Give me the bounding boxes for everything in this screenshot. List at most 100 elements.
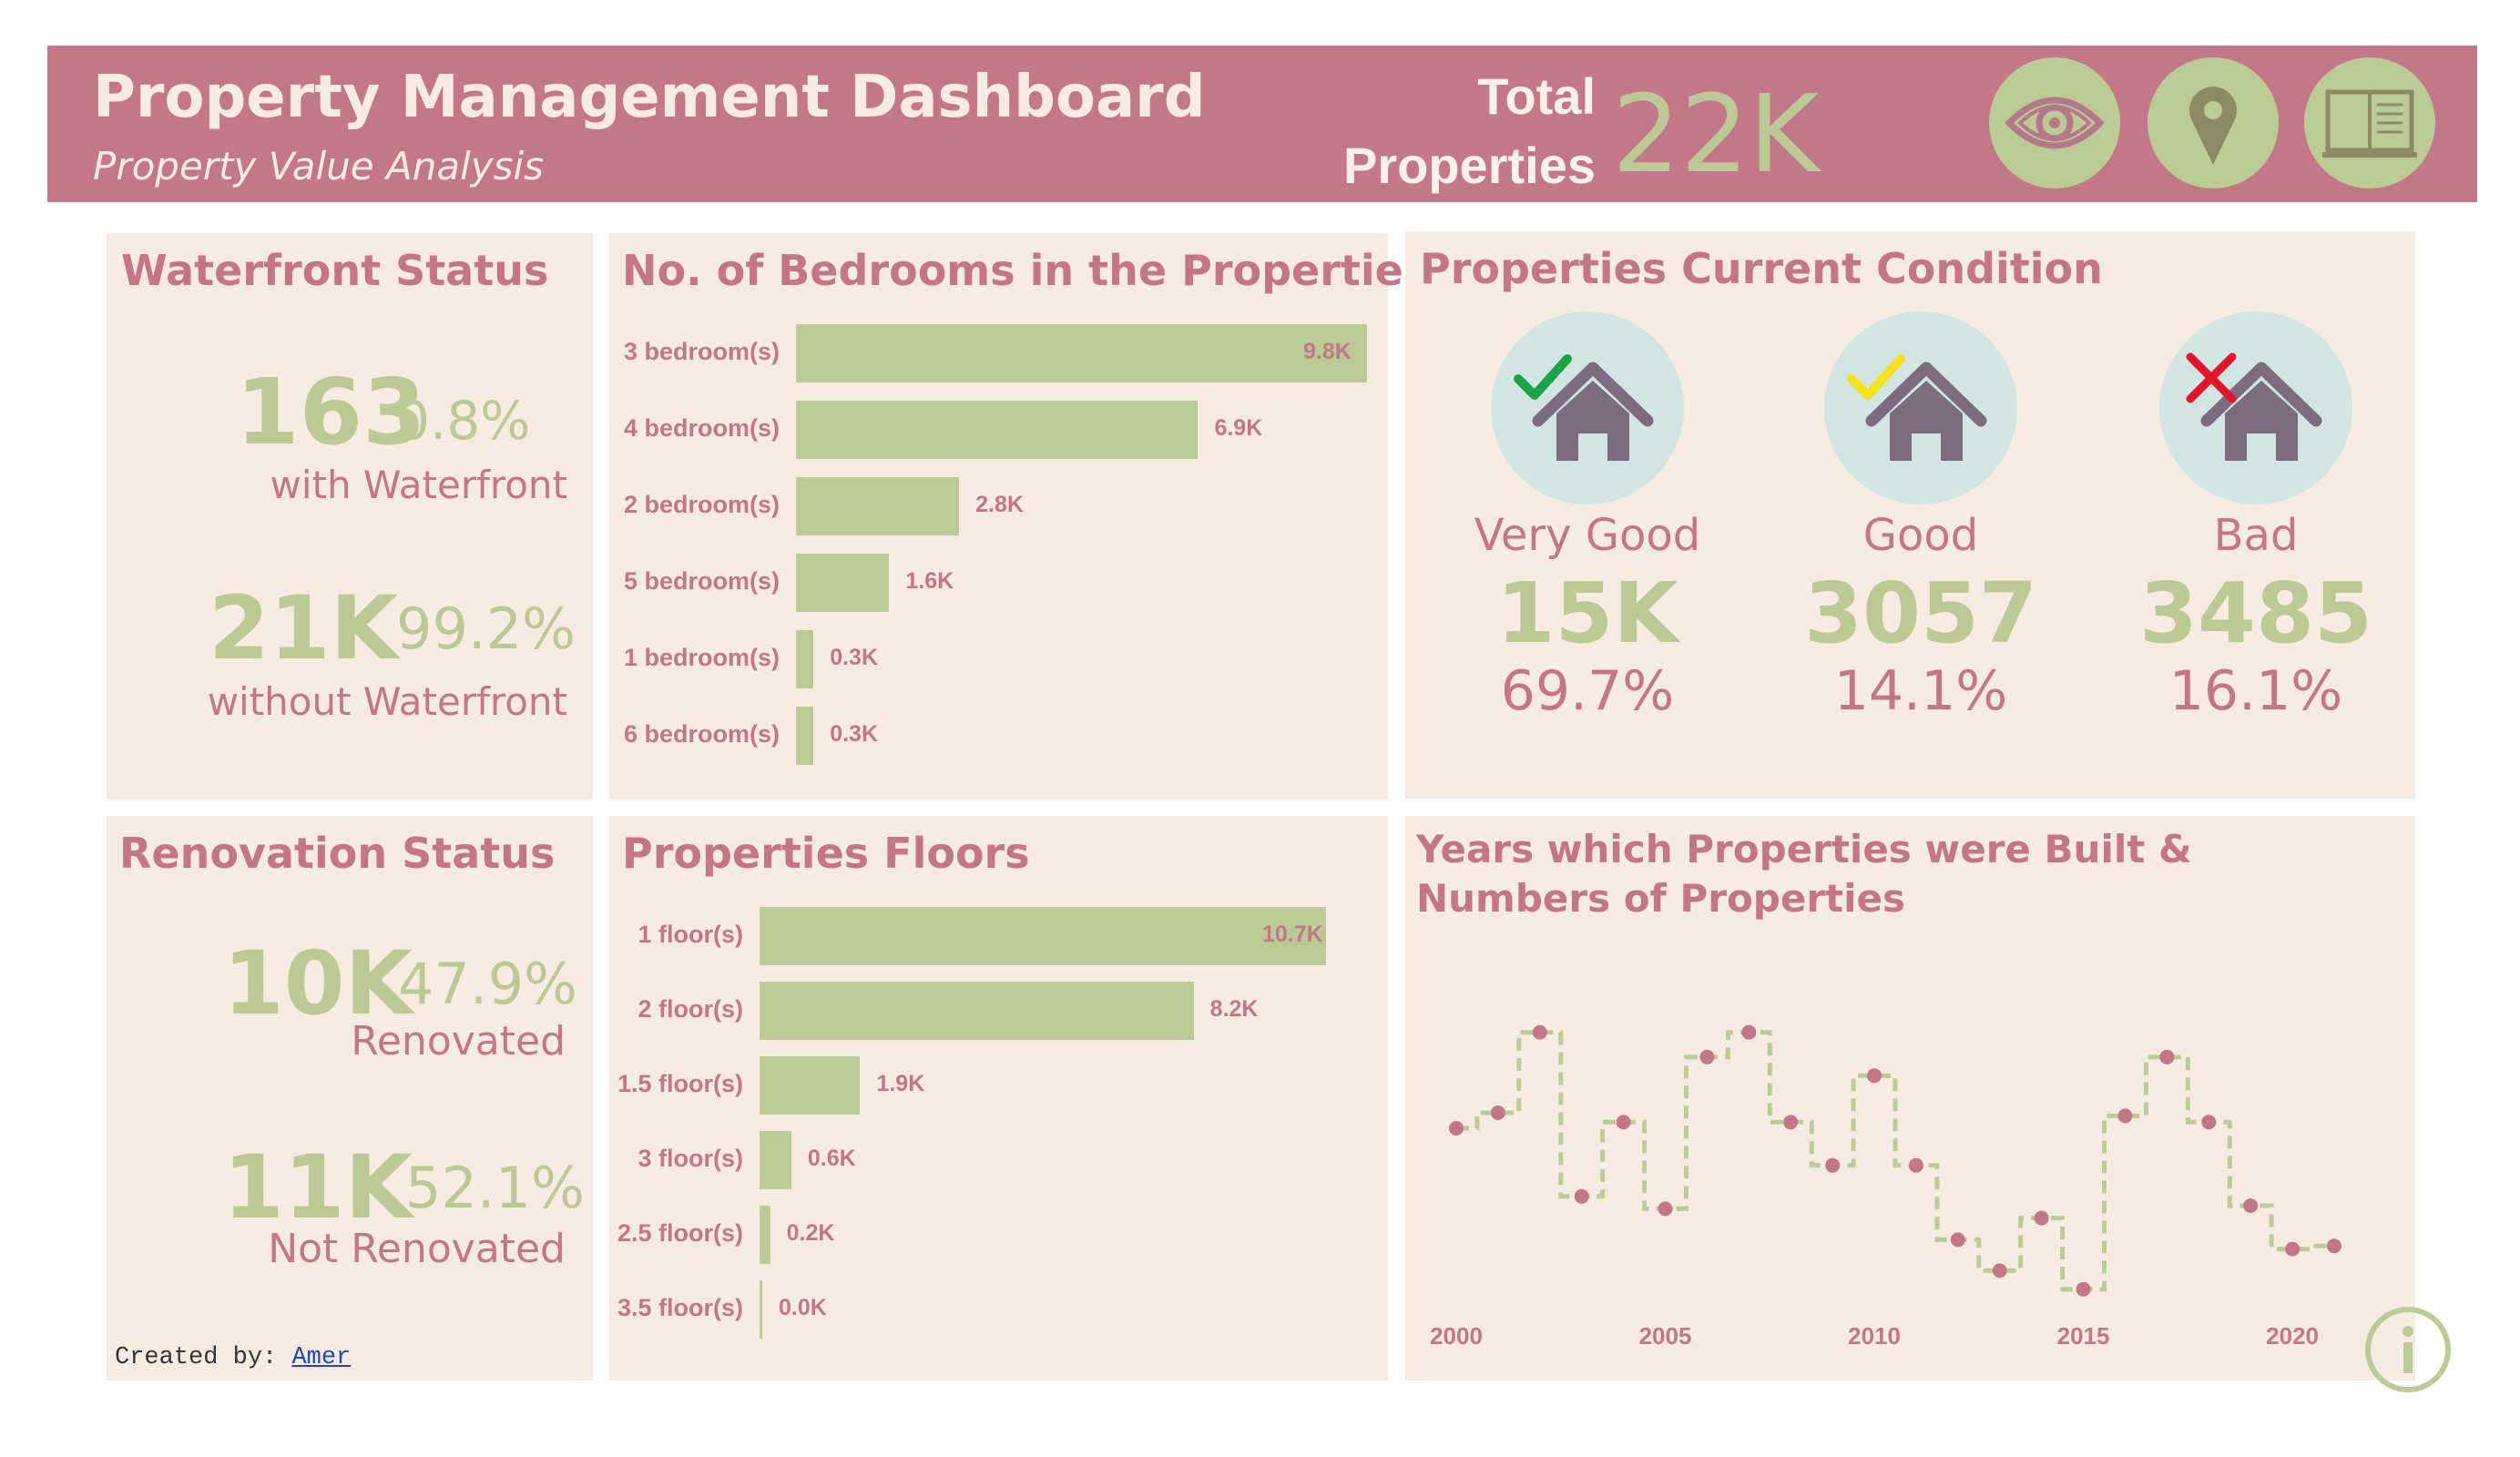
bar-value-label: 10.7K (1262, 922, 1323, 947)
condition-label: Bad (2213, 510, 2299, 561)
data-point[interactable] (1741, 1024, 1757, 1040)
bar[interactable] (796, 707, 814, 765)
bar-category-label: 5 bedroom(s) (623, 567, 780, 595)
data-point[interactable] (1825, 1157, 1841, 1173)
x-tick-label: 2005 (1639, 1322, 1692, 1350)
x-tick-label: 2015 (2057, 1322, 2110, 1350)
floors-title: Properties Floors (622, 829, 1030, 878)
series-line (1456, 1030, 2334, 1292)
bar-category-label: 2.5 floor(s) (617, 1219, 743, 1247)
data-point[interactable] (1490, 1105, 1505, 1120)
bar[interactable] (796, 324, 1367, 382)
condition-house-icon (2159, 311, 2352, 504)
data-point[interactable] (2159, 1049, 2175, 1065)
not-renovated-value: 11K (223, 1136, 413, 1238)
bar-category-label: 2 floor(s) (638, 995, 743, 1023)
not-renovated-pct: 52.1% (405, 1155, 585, 1221)
total-label-line1: Total (1477, 67, 1596, 125)
bar-value-label: 0.0K (779, 1295, 827, 1320)
bar[interactable] (760, 907, 1326, 965)
info-icon[interactable] (2364, 1306, 2452, 1393)
bedrooms-panel: No. of Bedrooms in the Properties 3 bedr… (609, 233, 1428, 800)
condition-label: Good (1862, 510, 1979, 561)
dashboard-subtitle: Property Value Analysis (93, 144, 545, 188)
bar[interactable] (760, 1280, 762, 1339)
data-point[interactable] (2243, 1198, 2259, 1213)
eye-icon[interactable] (1989, 57, 2120, 188)
bar-value-label: 1.9K (876, 1071, 925, 1096)
location-pin-icon[interactable] (2148, 57, 2279, 188)
data-point[interactable] (2076, 1281, 2091, 1297)
waterfront-with-value: 163 (236, 359, 426, 465)
total-properties-label: Total Properties (1268, 62, 1596, 200)
data-point[interactable] (2201, 1115, 2217, 1130)
condition-value: 3485 (2138, 565, 2373, 662)
data-point[interactable] (1616, 1115, 1631, 1130)
header-bar: Property Management Dashboard Property V… (47, 46, 2477, 202)
bar[interactable] (796, 630, 814, 688)
total-properties-value: 22K (1612, 71, 1820, 197)
condition-pct: 69.7% (1500, 659, 1675, 723)
condition-value: 15K (1496, 565, 1678, 662)
data-point[interactable] (2117, 1108, 2133, 1124)
bar[interactable] (796, 401, 1199, 459)
data-point[interactable] (1992, 1263, 2007, 1279)
bar[interactable] (760, 1056, 861, 1115)
bar-category-label: 3.5 floor(s) (617, 1294, 743, 1321)
years-panel: Years which Properties were Built & Numb… (1405, 816, 2415, 1381)
waterfront-without-value: 21K (209, 577, 398, 679)
condition-value: 3057 (1803, 565, 2038, 662)
bar[interactable] (760, 1206, 770, 1264)
bar-category-label: 2 bedroom(s) (623, 491, 780, 518)
data-point[interactable] (1532, 1024, 1547, 1040)
condition-pct: 16.1% (2168, 659, 2343, 723)
bar[interactable] (796, 554, 890, 612)
x-tick-label: 2020 (2266, 1322, 2319, 1350)
credit-line: Created by: Amer (115, 1344, 351, 1371)
data-point[interactable] (1908, 1157, 1923, 1173)
condition-title: Properties Current Condition (1420, 244, 2103, 293)
renovated-value: 10K (223, 932, 413, 1034)
bar-category-label: 3 floor(s) (638, 1145, 743, 1172)
bar[interactable] (760, 1131, 791, 1189)
bar-value-label: 9.8K (1303, 339, 1352, 364)
data-point[interactable] (1783, 1115, 1799, 1130)
data-point[interactable] (2327, 1238, 2341, 1254)
bar-value-label: 6.9K (1214, 415, 1263, 441)
bar[interactable] (760, 982, 1194, 1040)
renovation-panel: Renovation Status 10K 47.9% Renovated 11… (107, 816, 593, 1381)
condition-panel: Properties Current Condition Very Good 15… (1405, 231, 2415, 799)
credit-author-link[interactable]: Amer (291, 1344, 352, 1371)
x-tick-label: 2000 (1430, 1322, 1483, 1350)
waterfront-with-label: with Waterfront (270, 463, 567, 507)
bar-value-label: 0.3K (830, 645, 878, 670)
years-title-line1: Years which Properties were Built & (1416, 827, 2192, 871)
data-point[interactable] (1867, 1068, 1882, 1084)
waterfront-without-pct: 99.2% (396, 596, 576, 662)
waterfront-title: Waterfront Status (121, 246, 549, 295)
condition-house-icon (1824, 311, 2017, 504)
data-point[interactable] (1950, 1232, 1965, 1248)
bar-value-label: 0.2K (786, 1220, 835, 1246)
data-point[interactable] (1574, 1188, 1589, 1204)
data-point[interactable] (2285, 1241, 2301, 1257)
data-point[interactable] (1699, 1049, 1715, 1065)
bar[interactable] (796, 477, 960, 535)
dashboard-title: Property Management Dashboard (93, 64, 1206, 131)
x-tick-label: 2010 (1848, 1322, 1901, 1350)
bar-value-label: 1.6K (905, 568, 954, 594)
bar-value-label: 0.6K (807, 1146, 856, 1171)
renovated-label: Renovated (351, 1018, 566, 1065)
total-label-line2: Properties (1343, 137, 1596, 194)
years-step-chart: 2000 2005 2010 2015 2020 (1430, 1024, 2341, 1350)
condition-house-icon (1491, 311, 1684, 504)
bar-category-label: 3 bedroom(s) (623, 338, 780, 365)
waterfront-with-pct: 0.8% (396, 390, 531, 452)
book-icon[interactable] (2304, 57, 2435, 188)
data-point[interactable] (2034, 1210, 2049, 1226)
condition-label: Very Good (1474, 510, 1701, 561)
data-point[interactable] (1449, 1121, 1464, 1136)
renovated-pct: 47.9% (398, 951, 577, 1017)
data-point[interactable] (1658, 1201, 1673, 1217)
bar-value-label: 0.3K (830, 721, 878, 747)
